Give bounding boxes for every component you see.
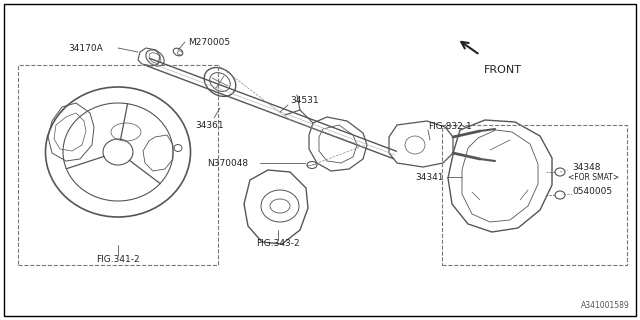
Text: M270005: M270005 [188,37,230,46]
Text: N370048: N370048 [207,158,248,167]
Text: 34348: 34348 [572,163,600,172]
Text: FIG.832-1: FIG.832-1 [428,122,472,131]
Text: A341001589: A341001589 [581,301,630,310]
Text: <FOR SMAT>: <FOR SMAT> [568,172,619,181]
Text: 0540005: 0540005 [572,188,612,196]
Bar [18,65,218,265]
Text: FIG.343-2: FIG.343-2 [256,239,300,249]
Text: 34170A: 34170A [68,44,103,52]
Bar [442,125,627,265]
Text: FRONT: FRONT [484,65,522,75]
Text: 34361: 34361 [196,121,224,130]
Ellipse shape [210,73,230,92]
Text: FIG.341-2: FIG.341-2 [96,255,140,265]
Ellipse shape [204,68,236,96]
Text: 34531: 34531 [290,95,319,105]
Text: 34341: 34341 [415,172,444,181]
